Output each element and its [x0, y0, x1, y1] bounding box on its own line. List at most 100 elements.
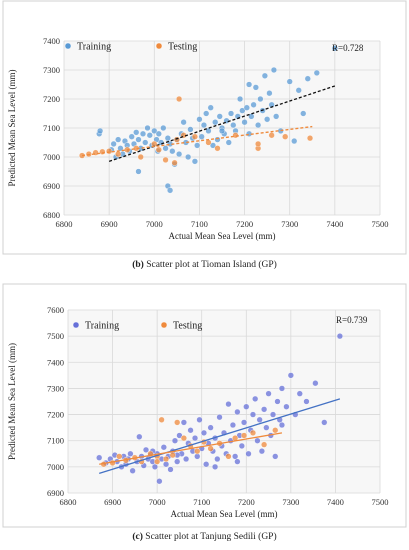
data-point-training — [216, 414, 223, 421]
data-point-testing — [176, 95, 183, 103]
data-point-training — [198, 133, 205, 140]
legend-label-testing: Testing — [173, 321, 202, 332]
data-point-training — [191, 435, 199, 442]
data-point-testing — [232, 132, 239, 139]
data-point-testing — [214, 145, 221, 152]
data-point-training — [211, 463, 219, 470]
data-point-testing — [99, 148, 106, 155]
data-point-training — [286, 78, 293, 85]
data-point-training — [128, 133, 135, 140]
data-point-training — [203, 461, 210, 468]
data-point-training — [239, 107, 246, 114]
legend-marker-testing — [160, 321, 168, 329]
data-point-training — [265, 390, 272, 397]
data-point-training — [214, 455, 221, 463]
y-tick-label: 7400 — [43, 36, 60, 46]
data-point-training — [133, 129, 140, 136]
x-tick-label: 7100 — [193, 497, 210, 507]
trendline-training — [99, 398, 341, 475]
data-point-training — [234, 458, 241, 465]
data-point-training — [236, 95, 244, 103]
data-point-training — [321, 419, 328, 426]
data-point-training — [164, 135, 171, 142]
data-point-training — [160, 444, 167, 451]
data-point-training — [254, 437, 261, 444]
data-point-training — [245, 81, 253, 88]
y-tick-label: 7000 — [43, 152, 60, 162]
data-point-training — [203, 110, 210, 117]
data-point-training — [258, 448, 265, 455]
data-point-training — [139, 130, 147, 137]
data-point-testing — [169, 451, 176, 459]
data-point-training — [207, 104, 214, 111]
data-point-training — [273, 113, 280, 120]
y-tick-label: 7600 — [47, 305, 64, 315]
data-point-training — [187, 126, 194, 133]
y-axis-label: Predicted Mean Sea Level (mm) — [7, 70, 17, 187]
data-point-testing — [240, 432, 248, 439]
data-point-testing — [154, 458, 161, 465]
data-point-training — [155, 130, 162, 137]
legend-label-testing: Testing — [168, 42, 197, 53]
data-point-training — [295, 87, 302, 94]
data-point-training — [110, 140, 117, 148]
data-point-training — [151, 127, 158, 134]
caption-letter: (b) — [132, 260, 144, 270]
data-point-training — [135, 168, 142, 175]
y-tick-label: 7500 — [47, 331, 64, 341]
data-point-training — [256, 416, 263, 423]
data-point-testing — [106, 148, 113, 155]
caption-text: Scatter plot at Tanjung Sedili (GP) — [142, 532, 277, 542]
data-point-testing — [282, 133, 289, 140]
x-tick-label: 7100 — [191, 219, 208, 229]
x-tick-label: 7200 — [238, 497, 255, 507]
data-point-training — [212, 119, 219, 126]
data-point-training — [287, 372, 294, 379]
data-point-testing — [155, 146, 162, 153]
x-axis-label: Actual Mean Sea Level (mm) — [169, 231, 276, 241]
legend-marker-training — [72, 321, 80, 329]
data-point-training — [185, 153, 192, 161]
y-tick-label: 7300 — [47, 383, 64, 393]
data-point-training — [194, 142, 201, 149]
x-tick-label: 7400 — [327, 497, 344, 507]
y-tick-label: 6800 — [43, 210, 60, 220]
data-point-training — [174, 458, 181, 465]
data-point-training — [263, 424, 270, 431]
data-point-testing — [162, 455, 170, 463]
legend-marker-testing — [155, 42, 163, 50]
data-point-training — [156, 478, 163, 485]
data-point-training — [216, 113, 223, 120]
data-point-training — [129, 467, 136, 474]
data-point-testing — [116, 453, 123, 460]
data-point-training — [136, 433, 143, 440]
data-point-training — [331, 45, 338, 52]
data-point-training — [160, 124, 167, 132]
x-tick-label: 6900 — [104, 497, 121, 507]
series-testing — [78, 95, 314, 166]
y-tick-label: 7100 — [43, 123, 60, 133]
data-point-training — [229, 421, 237, 429]
data-point-training — [142, 139, 149, 146]
data-point-training — [207, 424, 214, 431]
data-point-training — [180, 119, 187, 126]
data-point-testing — [255, 140, 262, 148]
data-point-training — [167, 466, 174, 473]
legend-label-training: Training — [85, 321, 119, 332]
data-point-training — [304, 75, 311, 82]
data-point-training — [296, 390, 303, 397]
x-tick-label: 6900 — [101, 219, 118, 229]
x-tick-label: 7500 — [372, 219, 389, 229]
data-point-training — [232, 453, 239, 460]
data-point-training — [261, 406, 268, 413]
chart-panel-tioman: 6800 6900 7000 7100 7200 7300 7400 6800 6900 7000… — [2, 0, 407, 276]
x-tick-label: 7000 — [146, 219, 163, 229]
data-point-training — [171, 437, 179, 444]
data-point-training — [313, 69, 320, 77]
data-point-training — [252, 395, 259, 402]
data-point-training — [270, 66, 278, 74]
data-point-training — [336, 333, 343, 340]
chart-panel-tanjung-sedili: 6900 7000 7100 7200 7300 7400 7500 7600 6800 6900… — [2, 283, 407, 550]
data-point-training — [252, 84, 259, 91]
data-point-training — [240, 419, 248, 426]
